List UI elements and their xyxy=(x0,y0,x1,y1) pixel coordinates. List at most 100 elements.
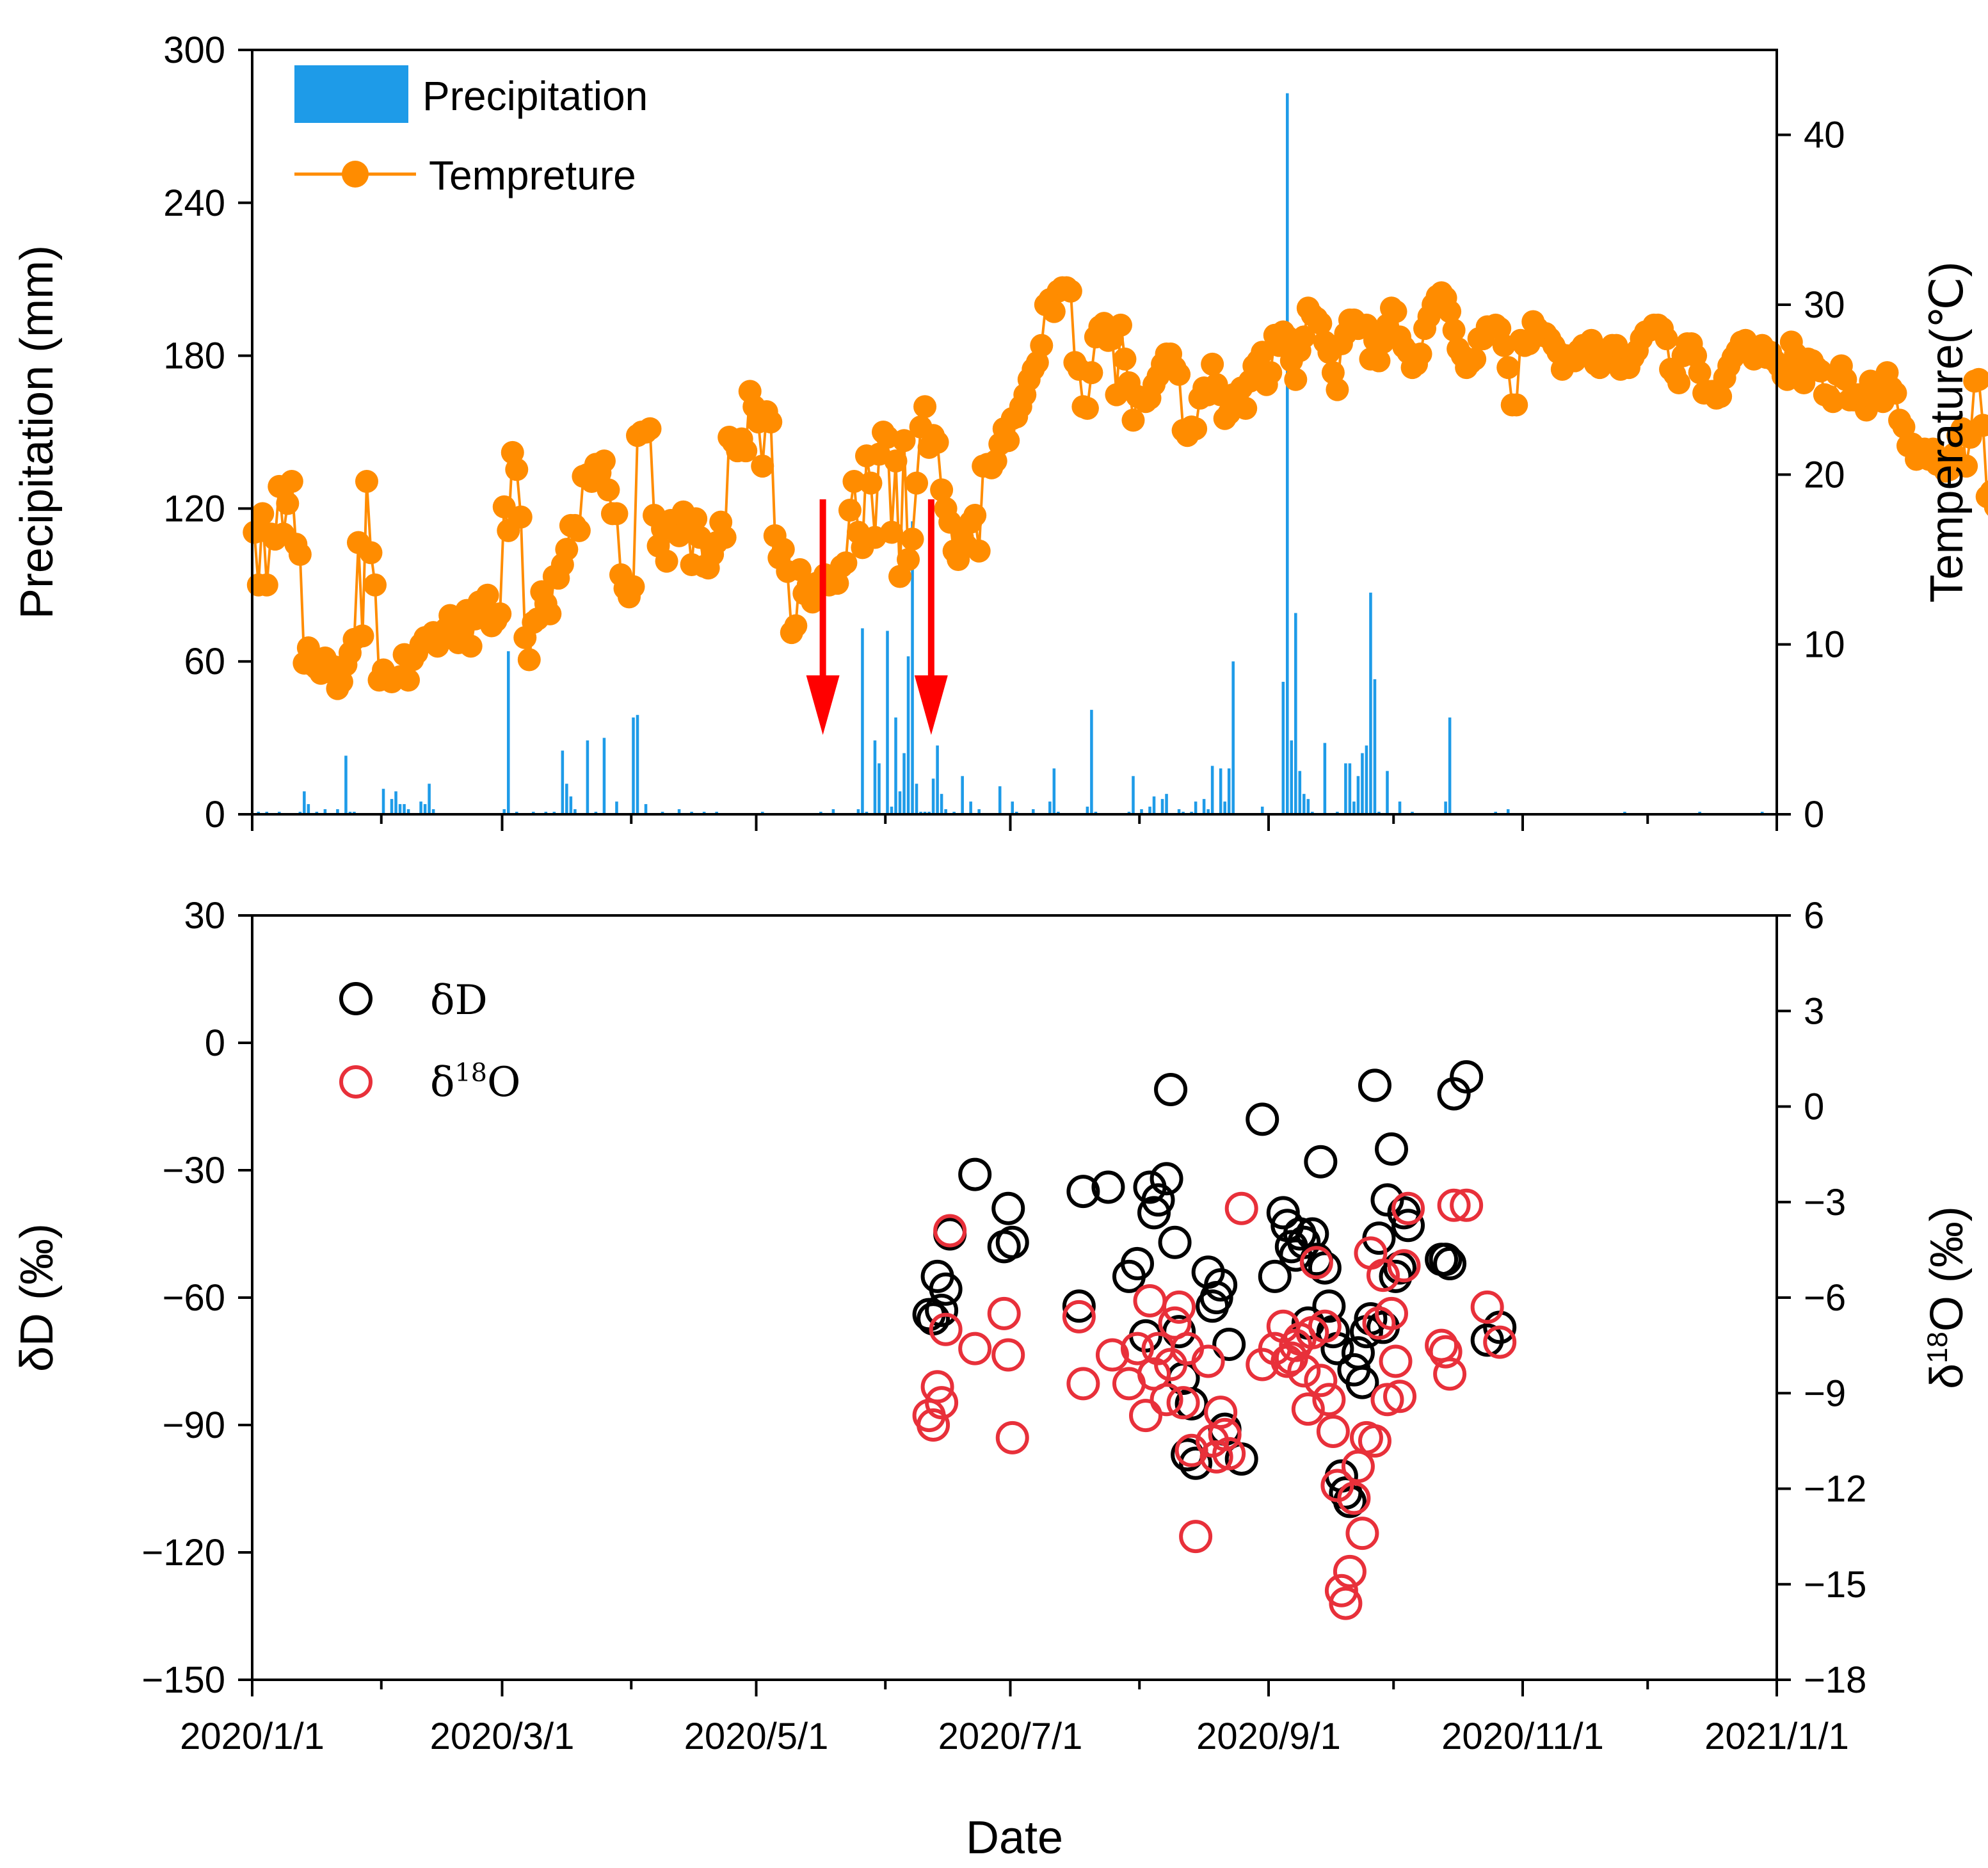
temperature-point xyxy=(1967,367,1988,391)
delta18O-point xyxy=(1179,1520,1213,1554)
precip-bar xyxy=(1160,799,1164,814)
temperature-point xyxy=(605,502,629,526)
top-legend: Precipitation Tempreture xyxy=(294,65,648,198)
temperature-point xyxy=(597,478,620,502)
right-tick-label: 40 xyxy=(1804,115,1845,156)
legend-delta18O-label: δ18O xyxy=(430,1058,520,1106)
left-tick-label: −150 xyxy=(141,1659,225,1701)
right-tick-label: 0 xyxy=(1804,794,1824,835)
delta18O-point xyxy=(1204,1396,1238,1429)
temperature-point xyxy=(897,548,920,571)
deltaD-point xyxy=(1429,1243,1463,1276)
precip-bar xyxy=(569,796,573,814)
temperature-point xyxy=(884,449,908,473)
precip-bar xyxy=(502,809,506,814)
precipitation-temperature-panel: 0 60 120 180 240 300 0 10 20 30 40 Precipitation (… xyxy=(12,29,1988,835)
precip-bar xyxy=(1260,807,1264,814)
delta18O-point xyxy=(1379,1344,1413,1378)
temperature-point xyxy=(488,602,512,625)
temperature-point xyxy=(1109,313,1132,337)
delta18O-point xyxy=(1199,1440,1233,1474)
delta18O-point xyxy=(1129,1399,1163,1433)
x-tick-label: 2020/5/1 xyxy=(684,1716,829,1757)
right-tick-label: −12 xyxy=(1804,1469,1866,1510)
precip-bar xyxy=(1148,807,1151,814)
left-tick-label: 0 xyxy=(205,794,225,835)
legend-precipitation-swatch xyxy=(294,65,408,123)
left-tick-label: 30 xyxy=(184,895,225,937)
deltaD-point xyxy=(1312,1289,1346,1323)
temperature-point xyxy=(655,549,678,573)
precip-bar xyxy=(1052,768,1056,814)
precip-bar xyxy=(831,809,835,814)
temperature-point xyxy=(255,573,278,597)
precip-bar xyxy=(1290,740,1294,814)
delta18O-point xyxy=(1095,1338,1129,1372)
x-axis-title: Date xyxy=(966,1812,1063,1864)
right-tick-label: −3 xyxy=(1804,1182,1846,1223)
right-tick-label: 3 xyxy=(1804,990,1824,1032)
temperature-point xyxy=(1030,334,1054,357)
precip-bar xyxy=(906,656,910,814)
precip-bar xyxy=(561,750,565,814)
delta18O-point xyxy=(958,1332,992,1365)
top-right-axis-title: Temperature(℃) xyxy=(1921,261,1973,602)
deltaD-point xyxy=(1374,1132,1408,1166)
x-tick-label: 2020/9/1 xyxy=(1196,1716,1341,1757)
deltaD-point xyxy=(1304,1145,1338,1179)
precip-bar xyxy=(615,801,618,814)
temperature-point xyxy=(638,417,662,440)
precip-bar xyxy=(856,809,860,814)
temperature-point xyxy=(1884,381,1907,405)
deltaD-point xyxy=(1316,1315,1350,1349)
left-tick-label: −60 xyxy=(163,1277,225,1319)
temperature-point xyxy=(621,575,645,599)
delta18O-point xyxy=(929,1312,963,1346)
temperature-point xyxy=(892,429,916,453)
precip-bar xyxy=(902,753,906,814)
precip-bar xyxy=(1448,717,1452,814)
temperature-point xyxy=(1438,300,1462,323)
right-tick-label: −6 xyxy=(1804,1277,1846,1319)
deltaD-point xyxy=(1345,1365,1379,1399)
temperature-point xyxy=(1496,356,1520,380)
delta18O-point xyxy=(1333,1554,1367,1588)
left-tick-label: 60 xyxy=(184,641,225,682)
deltaD-point xyxy=(1437,1077,1471,1111)
deltaD-point xyxy=(1308,1251,1342,1285)
temperature-point xyxy=(492,495,516,519)
precip-bar xyxy=(1177,809,1181,814)
precip-bar xyxy=(419,801,422,814)
temperature-point xyxy=(1384,300,1407,323)
precip-bar xyxy=(1323,743,1327,814)
precip-bar xyxy=(381,789,385,814)
left-tick-label: 0 xyxy=(205,1022,225,1064)
temperature-point xyxy=(734,439,758,463)
temperature-point xyxy=(1971,414,1988,437)
deltaD-point xyxy=(995,1225,1029,1259)
temperature-point xyxy=(276,492,300,515)
precip-bar xyxy=(944,809,947,814)
deltaD-point xyxy=(925,1293,959,1327)
deltaD-point xyxy=(1258,1259,1292,1293)
temperature-point xyxy=(751,455,774,478)
precip-bar xyxy=(573,809,577,814)
delta18O-point xyxy=(1450,1188,1484,1222)
precip-bar xyxy=(506,651,510,814)
delta18O-point xyxy=(1133,1284,1167,1317)
precip-bar xyxy=(890,807,894,814)
legend-precipitation-label: Precipitation xyxy=(422,73,648,119)
precip-bar xyxy=(303,791,306,814)
precip-bar xyxy=(1361,753,1364,814)
temperature-point xyxy=(834,551,858,575)
temperature-point xyxy=(397,668,421,692)
delta18O-point xyxy=(1062,1300,1096,1333)
right-tick-label: −18 xyxy=(1804,1659,1866,1701)
temperature-point xyxy=(1326,378,1349,401)
precip-bar xyxy=(423,804,427,814)
deltaD-point xyxy=(1433,1246,1467,1280)
bottom-axes: 300−30−60−90−120−150630−3−6−9−12−15−1820… xyxy=(141,895,1866,1757)
temperature-point xyxy=(842,469,866,493)
